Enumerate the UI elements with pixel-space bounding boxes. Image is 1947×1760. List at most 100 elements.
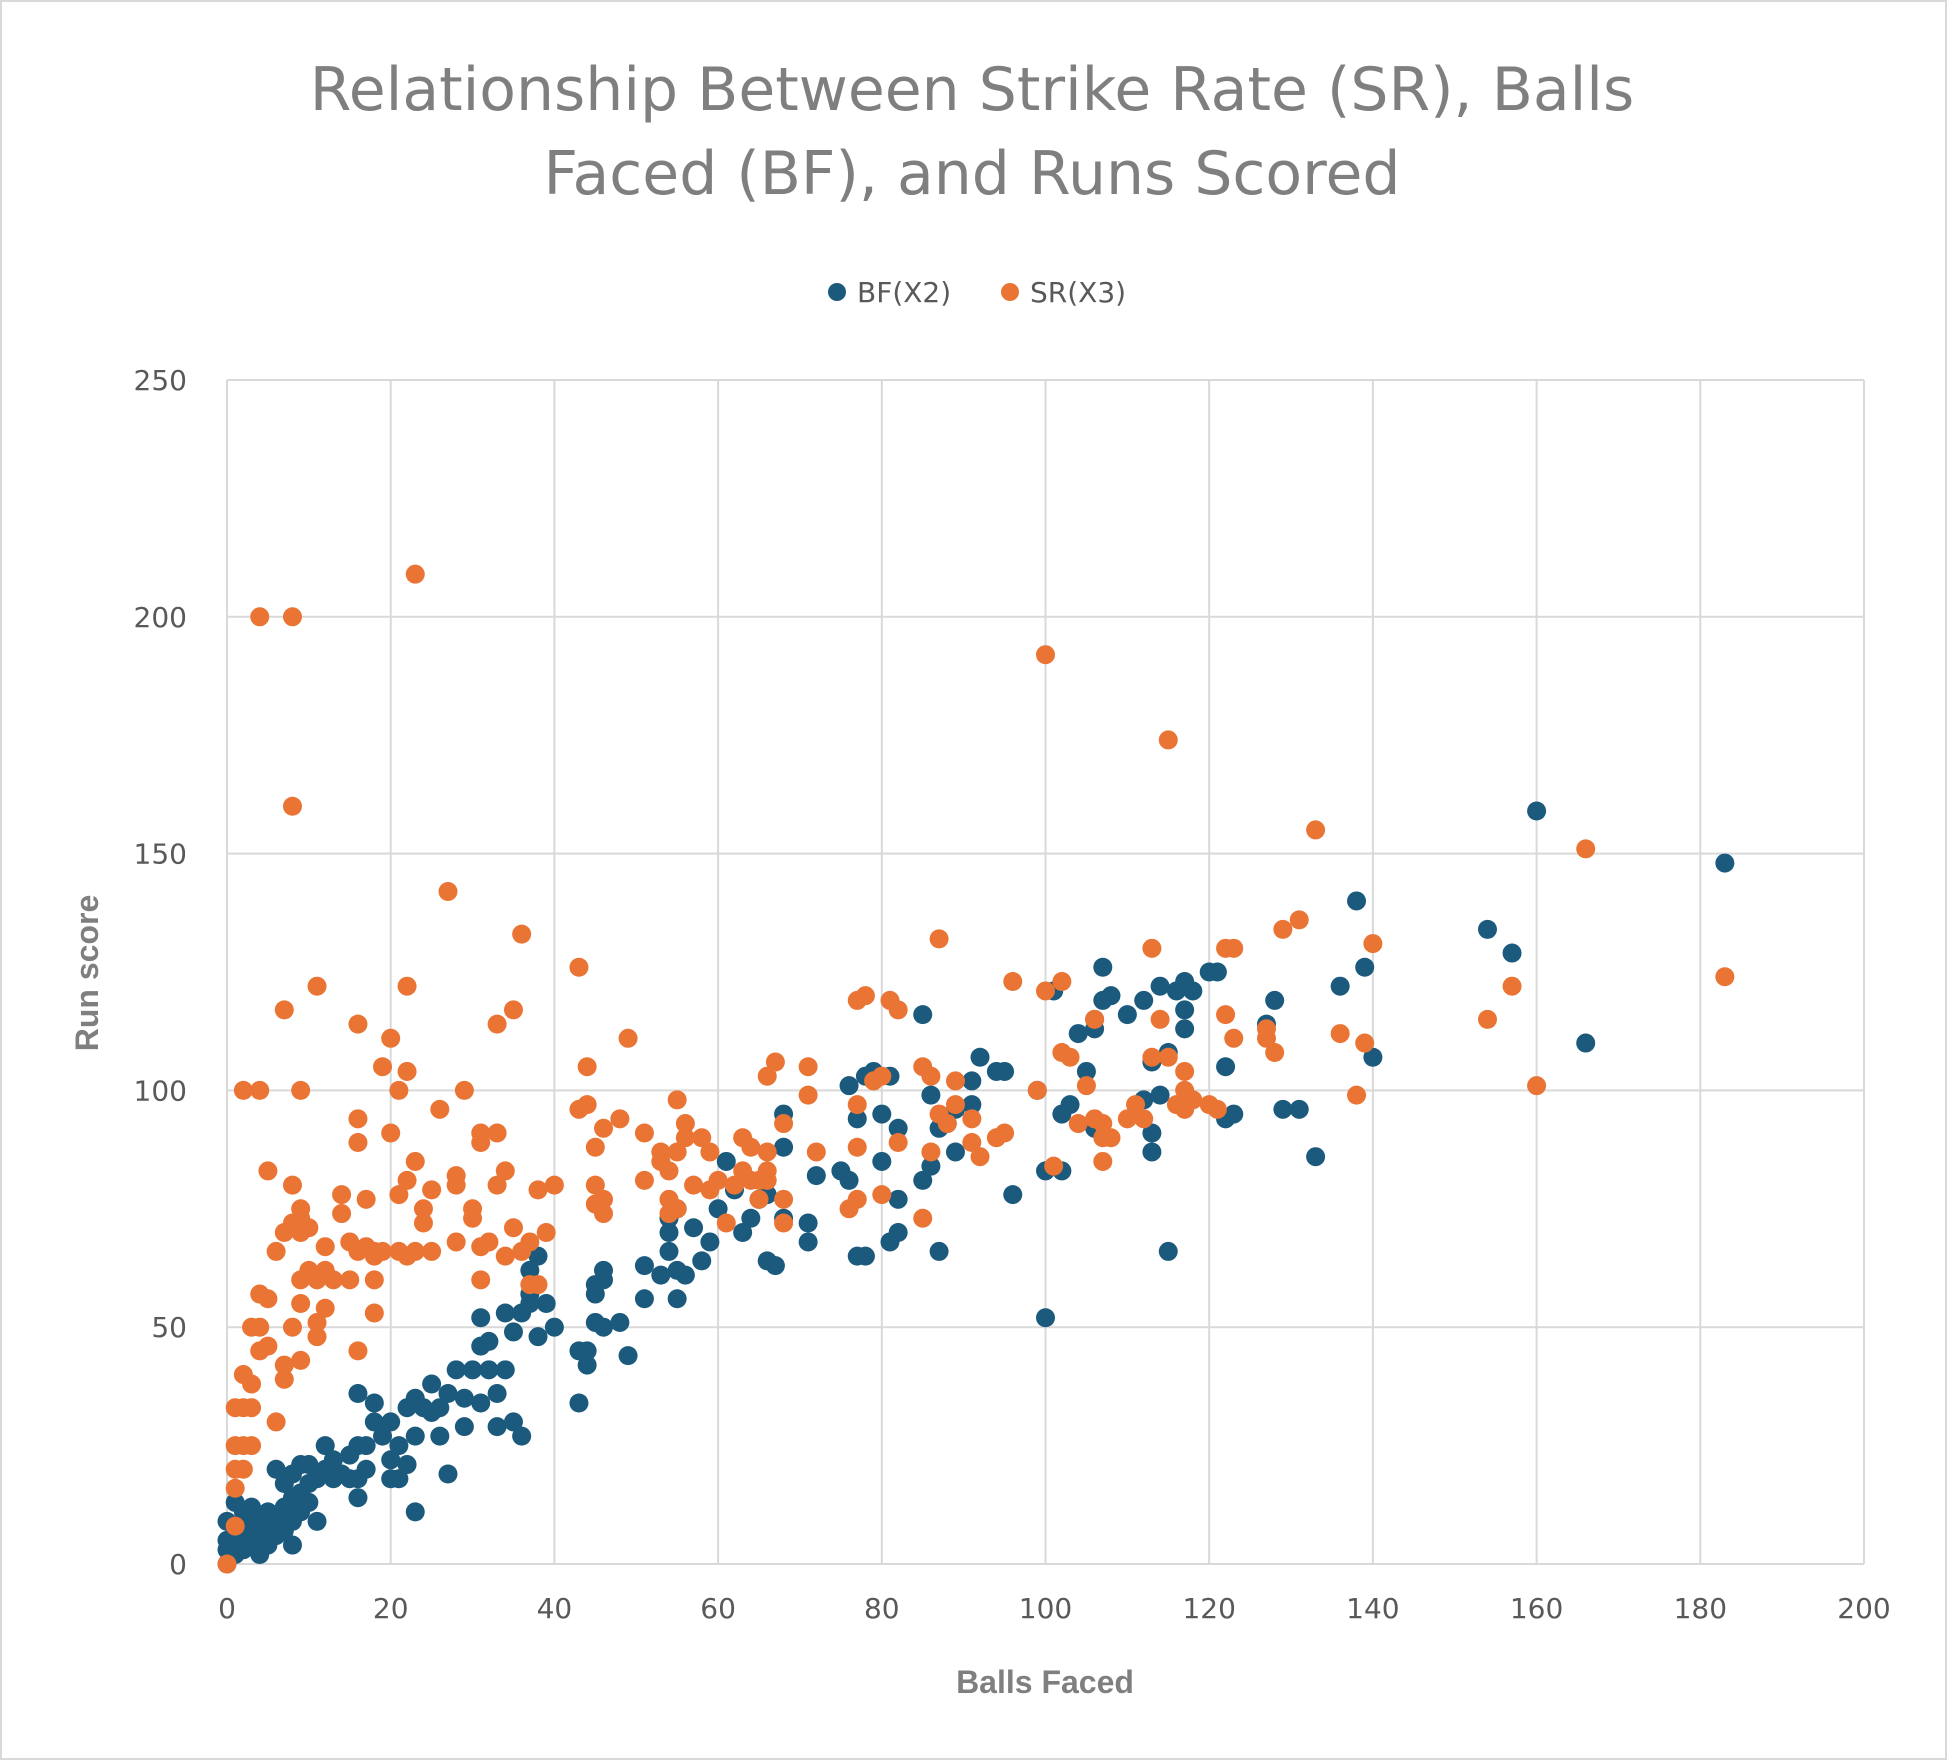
data-point <box>315 1237 335 1257</box>
data-point <box>921 1142 941 1162</box>
data-point <box>610 1109 630 1129</box>
data-point <box>1117 1005 1137 1025</box>
data-point <box>463 1199 483 1219</box>
data-point <box>495 1303 515 1323</box>
data-point <box>888 1222 908 1242</box>
data-point <box>913 1170 933 1190</box>
data-point <box>1183 981 1203 1001</box>
data-point <box>258 1289 278 1309</box>
data-point <box>594 1189 614 1209</box>
data-point <box>528 1327 548 1347</box>
data-point <box>323 1450 343 1470</box>
data-point <box>373 1241 393 1261</box>
data-point <box>577 1341 597 1361</box>
data-point <box>806 1166 826 1186</box>
data-point <box>446 1232 466 1252</box>
data-point <box>307 976 327 996</box>
data-point <box>364 1393 384 1413</box>
data-point <box>945 1071 965 1091</box>
data-point <box>594 1204 614 1224</box>
data-point <box>503 1000 523 1020</box>
data-point <box>332 1185 352 1205</box>
data-point <box>1502 976 1522 996</box>
data-point <box>356 1436 376 1456</box>
data-point <box>1207 1099 1227 1119</box>
data-point <box>634 1170 654 1190</box>
data-point <box>307 1327 327 1347</box>
data-point <box>700 1232 720 1252</box>
legend-label-sr: SR(X3) <box>1030 276 1126 309</box>
legend-marker-sr <box>1001 283 1019 301</box>
data-point <box>1052 971 1072 991</box>
data-point <box>348 1014 368 1034</box>
data-point <box>855 1246 875 1266</box>
data-point <box>1142 1047 1162 1067</box>
data-point <box>872 1151 892 1171</box>
data-point <box>1363 934 1383 954</box>
data-point <box>454 1417 474 1437</box>
data-point <box>291 1199 311 1219</box>
data-point <box>774 1213 794 1233</box>
data-point <box>291 1080 311 1100</box>
data-point <box>716 1213 736 1233</box>
data-point <box>774 1114 794 1134</box>
data-point <box>225 1516 245 1536</box>
data-point <box>315 1436 335 1456</box>
data-point <box>1044 1156 1064 1176</box>
data-point <box>847 1189 867 1209</box>
data-point <box>1150 1085 1170 1105</box>
x-tick-label: 200 <box>1837 1592 1890 1625</box>
data-point <box>929 929 949 949</box>
data-point <box>495 1360 515 1380</box>
data-point <box>389 1436 409 1456</box>
data-point <box>544 1317 564 1337</box>
data-point <box>282 1317 302 1337</box>
data-point <box>471 1123 491 1143</box>
data-point <box>741 1137 761 1157</box>
data-point <box>520 1232 540 1252</box>
data-point <box>921 1066 941 1086</box>
data-point <box>503 1412 523 1432</box>
data-point <box>242 1436 262 1456</box>
data-point <box>1150 976 1170 996</box>
data-point <box>847 1109 867 1129</box>
data-point <box>765 1256 785 1276</box>
data-point <box>1715 967 1735 987</box>
data-point <box>708 1199 728 1219</box>
x-tick-label: 20 <box>373 1592 409 1625</box>
data-point <box>684 1175 704 1195</box>
data-point <box>1355 957 1375 977</box>
data-point <box>348 1488 368 1508</box>
x-tick-label: 160 <box>1510 1592 1563 1625</box>
data-point <box>618 1346 638 1366</box>
data-point <box>577 1057 597 1077</box>
data-point <box>1330 976 1350 996</box>
data-point <box>233 1459 253 1479</box>
data-point <box>364 1303 384 1323</box>
data-point <box>1273 919 1293 939</box>
data-point <box>1003 1185 1023 1205</box>
data-point <box>995 1061 1015 1081</box>
data-point <box>585 1137 605 1157</box>
data-point <box>242 1374 262 1394</box>
data-point <box>389 1185 409 1205</box>
data-point <box>1142 1142 1162 1162</box>
data-point <box>774 1137 794 1157</box>
data-point <box>1134 990 1154 1010</box>
data-point <box>1347 891 1367 911</box>
data-point <box>512 924 532 944</box>
data-point <box>430 1398 450 1418</box>
data-point <box>1306 820 1326 840</box>
data-point <box>749 1189 769 1209</box>
data-point <box>1150 1009 1170 1029</box>
data-point <box>381 1412 401 1432</box>
data-point <box>430 1099 450 1119</box>
data-point <box>307 1511 327 1531</box>
data-point <box>569 1393 589 1413</box>
legend-marker-bf <box>828 283 846 301</box>
data-point <box>667 1142 687 1162</box>
data-point <box>839 1170 859 1190</box>
data-point <box>438 881 458 901</box>
data-point <box>872 1066 892 1086</box>
